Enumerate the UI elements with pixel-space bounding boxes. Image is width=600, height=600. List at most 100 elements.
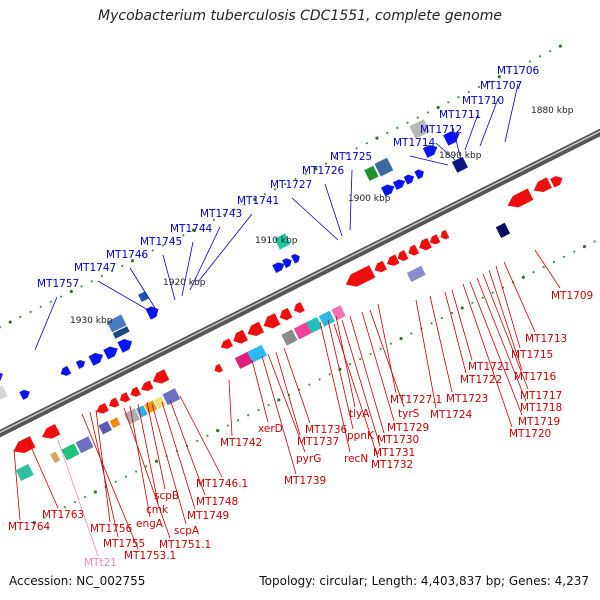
gene-label-MT1712[interactable]: MT1712 [420,124,462,136]
gene-label-MT1730[interactable]: MT1730 [377,434,419,446]
lower-gene-block[interactable] [293,322,312,340]
lower-gene-block[interactable] [15,464,34,481]
upper-gene-block[interactable] [364,165,379,181]
upper-gene-arrow[interactable] [290,253,301,265]
upper-gene-block[interactable] [409,119,430,139]
gene-label-MT1727.1[interactable]: MT1727.1 [390,394,442,406]
gene-label-MT1711[interactable]: MT1711 [439,109,481,121]
gene-label-MT1751.1[interactable]: MT1751.1 [159,539,211,551]
gene-label-MT1746[interactable]: MT1746 [106,249,149,261]
gene-label-cmk[interactable]: cmk [146,504,169,516]
gene-label-MT1731[interactable]: MT1731 [373,447,415,459]
lower-gene-arrow[interactable] [232,329,249,345]
gene-label-MT1745[interactable]: MT1745 [140,236,182,248]
gene-label-MT1716[interactable]: MT1716 [514,371,557,383]
gene-label-MT1727[interactable]: MT1727 [270,179,312,191]
gene-label-MT1725[interactable]: MT1725 [330,151,372,163]
lower-gene-block[interactable] [406,265,426,282]
lower-gene-block[interactable] [331,305,346,321]
gene-label-MT1755[interactable]: MT1755 [103,538,145,550]
lower-gene-block[interactable] [495,222,511,238]
gene-label-MT1713[interactable]: MT1713 [525,333,567,345]
lower-gene-arrow[interactable] [95,402,110,414]
lower-gene-arrow[interactable] [386,253,400,267]
gene-label-tyrS[interactable]: tyrS [398,408,420,420]
upper-gene-arrow[interactable] [403,174,415,186]
lower-gene-arrow[interactable] [279,307,293,321]
lower-gene-block[interactable] [306,317,323,334]
upper-gene-arrow[interactable] [380,184,395,197]
gene-label-MT1737[interactable]: MT1737 [297,436,339,448]
lower-gene-arrow[interactable] [108,397,120,409]
gene-label-ppnK[interactable]: ppnK [347,430,375,442]
gene-label-xerD[interactable]: xerD [258,423,283,435]
lower-gene-block[interactable] [109,417,121,429]
gene-label-MT1748[interactable]: MT1748 [196,496,238,508]
lower-gene-arrow[interactable] [140,379,154,392]
lower-gene-block[interactable] [61,443,80,461]
upper-gene-block[interactable] [0,385,8,400]
gene-label-MT1717[interactable]: MT1717 [520,390,562,402]
gene-label-MT1732[interactable]: MT1732 [371,459,413,471]
gene-label-MT1746.1[interactable]: MT1746.1 [196,478,248,490]
lower-gene-arrow[interactable] [293,301,306,314]
gene-label-MT1763[interactable]: MT1763 [42,509,84,521]
gene-label-MT1723[interactable]: MT1723 [446,393,488,405]
upper-gene-arrow[interactable] [18,389,31,401]
lower-gene-block[interactable] [75,436,94,454]
gene-label-MT1741[interactable]: MT1741 [237,195,279,207]
upper-gene-arrow[interactable] [442,131,461,147]
upper-gene-block[interactable] [112,326,130,339]
lower-gene-block[interactable] [247,344,267,363]
upper-gene-block[interactable] [274,233,291,250]
lower-gene-arrow[interactable] [247,321,265,337]
gene-label-MT1709[interactable]: MT1709 [551,290,593,302]
gene-features[interactable] [0,119,564,481]
gene-label-MT1747[interactable]: MT1747 [74,262,116,274]
gene-label-MT1726[interactable]: MT1726 [302,165,345,177]
gene-label-MT1722[interactable]: MT1722 [460,374,502,386]
lower-gene-arrow[interactable] [373,260,388,273]
gene-label-MT1764[interactable]: MT1764 [8,521,51,533]
lower-gene-block[interactable] [162,388,181,406]
lower-gene-block[interactable] [318,310,335,327]
gene-label-MT1749[interactable]: MT1749 [187,510,229,522]
gene-label-MT1757[interactable]: MT1757 [37,278,79,290]
gene-label-MT1718[interactable]: MT1718 [520,402,562,414]
upper-gene-arrow[interactable] [116,338,133,354]
gene-label-MT1742[interactable]: MT1742 [220,437,262,449]
upper-gene-block[interactable] [374,157,394,177]
gene-label-MT1744[interactable]: MT1744 [170,223,213,235]
upper-gene-arrow[interactable] [422,144,438,159]
lower-gene-arrow[interactable] [214,363,224,373]
upper-gene-arrow[interactable] [88,352,104,367]
lower-gene-arrow[interactable] [119,391,131,403]
lower-gene-arrow[interactable] [263,312,281,329]
gene-label-MTt21[interactable]: MTt21 [84,557,117,569]
gene-label-MT1720[interactable]: MT1720 [509,428,551,440]
lower-gene-arrow[interactable] [532,176,553,193]
lower-gene-arrow[interactable] [12,435,36,454]
lower-gene-arrow[interactable] [345,264,376,288]
gene-label-MT1706[interactable]: MT1706 [497,65,540,77]
gene-label-MT1743[interactable]: MT1743 [200,208,242,220]
upper-gene-block[interactable] [451,156,468,173]
gene-label-MT1729[interactable]: MT1729 [387,422,429,434]
gene-label-engA[interactable]: engA [136,518,164,530]
gene-label-MT1719[interactable]: MT1719 [518,416,560,428]
gene-label-MT1714[interactable]: MT1714 [393,137,436,149]
lower-gene-arrow[interactable] [507,188,534,208]
upper-gene-arrow[interactable] [60,365,72,377]
gene-label-MT1721[interactable]: MT1721 [468,361,510,373]
upper-gene-arrow[interactable] [75,359,86,370]
upper-gene-arrow[interactable] [271,261,286,274]
lower-gene-block[interactable] [281,329,298,346]
lower-gene-arrow[interactable] [152,368,170,384]
upper-gene-arrow[interactable] [281,257,293,269]
upper-gene-block[interactable] [106,314,127,333]
upper-gene-arrow[interactable] [392,179,406,191]
gene-label-scpA[interactable]: scpA [174,525,200,537]
gene-label-MT1736[interactable]: MT1736 [305,424,348,436]
upper-gene-arrow[interactable] [145,305,159,321]
